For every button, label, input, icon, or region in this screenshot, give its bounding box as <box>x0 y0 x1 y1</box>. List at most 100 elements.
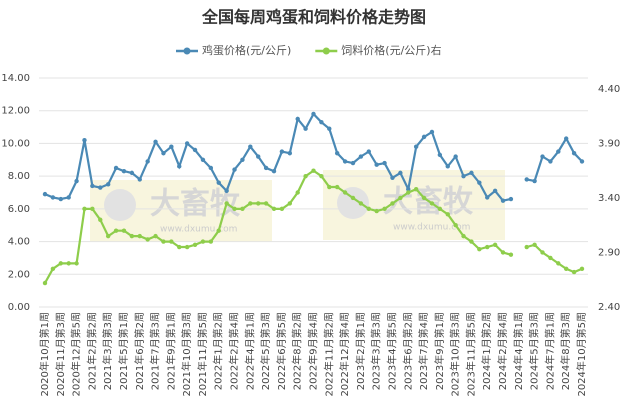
point <box>74 178 79 184</box>
point <box>540 250 545 255</box>
point <box>571 151 577 156</box>
x-tick-label: 2023年11月第5周 <box>464 312 477 397</box>
point <box>271 169 277 174</box>
point <box>524 244 529 250</box>
point <box>90 206 95 212</box>
point <box>256 201 261 206</box>
point <box>334 184 340 190</box>
point <box>42 191 48 197</box>
x-tick-label: 2021年6月第2周 <box>133 312 146 390</box>
point <box>248 144 253 149</box>
x-tick-label: 2020年11月第3周 <box>54 312 67 397</box>
x-tick-label: 2021年3月第3周 <box>101 312 114 390</box>
point <box>350 195 356 201</box>
point <box>82 206 87 212</box>
x-tick-label: 2021年7月第3周 <box>149 312 162 390</box>
point <box>113 228 119 233</box>
y-tick-label: 8.00 <box>8 171 30 182</box>
point <box>98 217 103 222</box>
point <box>208 239 214 244</box>
point <box>50 266 56 272</box>
point <box>145 159 150 164</box>
point <box>564 136 569 141</box>
point <box>548 255 553 261</box>
point <box>90 183 95 189</box>
point <box>477 247 482 252</box>
point <box>98 185 103 190</box>
x-tick-label: 2024年2月第4周 <box>496 312 509 390</box>
point <box>421 134 427 140</box>
point <box>453 154 458 159</box>
x-tick-label: 2023年6月第2周 <box>401 312 414 390</box>
point <box>492 242 498 248</box>
point <box>342 190 348 195</box>
x-tick-label: 2021年10月第3周 <box>180 312 193 397</box>
point <box>232 206 237 212</box>
point <box>161 151 166 156</box>
point <box>579 266 585 272</box>
point <box>579 159 585 164</box>
point <box>342 159 348 164</box>
point <box>437 206 443 212</box>
point <box>105 182 111 187</box>
point <box>366 149 371 154</box>
point <box>500 250 506 255</box>
x-tick-label: 2023年4月第5周 <box>385 312 398 390</box>
point <box>177 244 182 250</box>
point <box>556 261 561 266</box>
x-tick-label: 2021年11月第5周 <box>196 312 209 397</box>
y2-tick-label: 3.90 <box>598 138 620 149</box>
point <box>382 160 387 166</box>
watermark-logo <box>104 189 136 221</box>
point <box>358 154 364 159</box>
point <box>216 228 221 233</box>
point <box>390 175 395 180</box>
x-tick-label: 2024年1月第2周 <box>480 312 493 390</box>
legend-marker <box>183 47 191 55</box>
point <box>398 170 403 176</box>
point <box>177 164 182 169</box>
x-tick-label: 2022年2月第4周 <box>228 312 241 390</box>
y2-tick-label: 2.40 <box>598 302 620 313</box>
y-tick-label: 12.00 <box>1 106 30 117</box>
point <box>453 223 458 228</box>
point <box>74 261 79 266</box>
watermark-logo <box>337 187 369 219</box>
point <box>540 154 545 159</box>
point <box>295 190 300 195</box>
watermark-url: www.dxumu.com <box>393 223 470 233</box>
point <box>263 201 269 206</box>
point <box>216 180 221 185</box>
legend-label: 鸡蛋价格(元/公斤) <box>202 43 291 57</box>
point <box>232 167 237 172</box>
point <box>492 188 498 194</box>
point <box>192 242 198 248</box>
point <box>184 244 190 250</box>
point <box>327 126 332 131</box>
point <box>469 239 474 244</box>
x-tick-label: 2023年9月第1周 <box>433 312 446 390</box>
point <box>169 239 174 244</box>
point <box>303 126 308 131</box>
x-tick-label: 2024年7月第1周 <box>543 312 556 390</box>
point <box>58 196 63 202</box>
point <box>485 244 490 250</box>
point <box>303 173 308 179</box>
point <box>374 208 379 214</box>
point <box>429 129 435 135</box>
point <box>548 159 553 164</box>
point <box>240 206 245 212</box>
x-tick-label: 2022年8月第2周 <box>291 312 304 390</box>
x-tick-label: 2023年10月第3周 <box>449 312 462 397</box>
x-tick-label: 2022年1月第2周 <box>212 312 225 390</box>
x-tick-label: 2024年8月第3周 <box>559 312 572 390</box>
x-tick-label: 2022年12月第4周 <box>338 312 351 397</box>
point <box>366 206 371 212</box>
point <box>295 116 300 122</box>
x-tick-label: 2022年6月第5周 <box>275 312 288 390</box>
point <box>121 169 127 174</box>
point <box>287 201 293 206</box>
point <box>374 162 379 167</box>
point <box>564 266 569 272</box>
point <box>248 201 253 206</box>
